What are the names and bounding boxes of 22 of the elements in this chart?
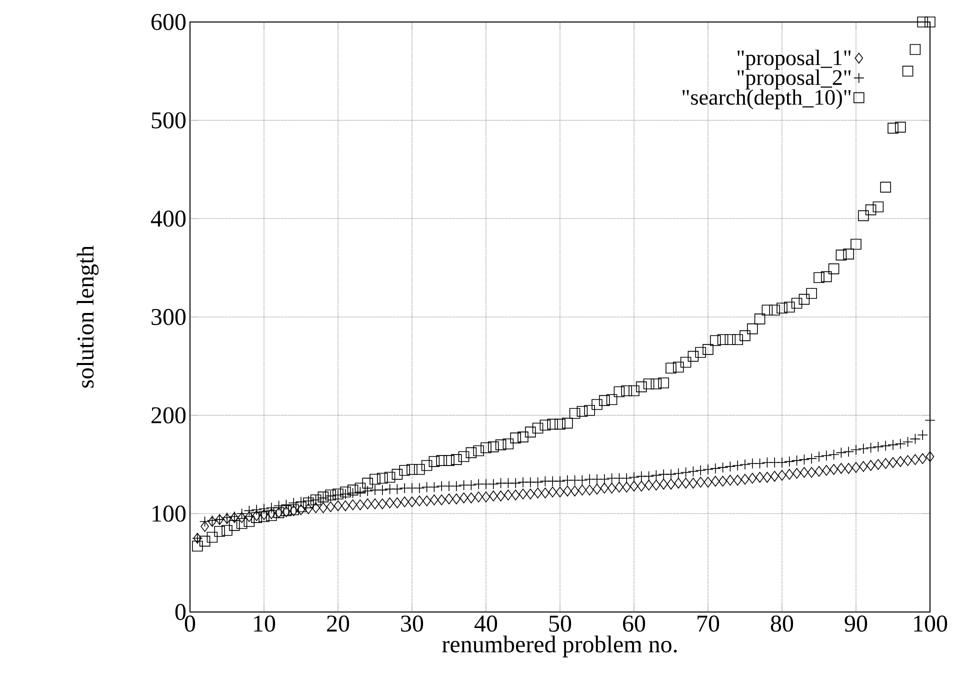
x-tick-label: 60 xyxy=(623,616,646,632)
x-tick-label: 10 xyxy=(254,616,276,632)
x-tick-label: 50 xyxy=(549,616,572,632)
x-tick-label: 90 xyxy=(844,616,868,632)
y-tick-label: 400 xyxy=(150,210,186,227)
y-tick-label: 100 xyxy=(152,506,186,522)
y-tick-label: 500 xyxy=(152,112,186,128)
x-axis-title: renumbered problem no. xyxy=(442,636,677,658)
legend-label: "search(depth_10)" xyxy=(682,89,851,110)
x-tick-label: 100 xyxy=(914,616,948,632)
y-tick-label: 200 xyxy=(152,407,186,424)
legend-label: "proposal_2" xyxy=(738,70,851,90)
x-tick-label: 80 xyxy=(770,616,794,632)
x-tick-label: 30 xyxy=(401,616,424,632)
x-tick-label: 40 xyxy=(474,616,498,632)
y-axis-title: solution length xyxy=(76,246,99,388)
x-tick-label: 70 xyxy=(698,616,720,632)
y-tick-label: 0 xyxy=(175,604,186,620)
y-tick-label: 600 xyxy=(152,14,186,30)
y-tick-label: 300 xyxy=(152,308,186,326)
legend-label: "proposal_1" xyxy=(738,50,851,70)
x-tick-label: 20 xyxy=(327,616,350,632)
